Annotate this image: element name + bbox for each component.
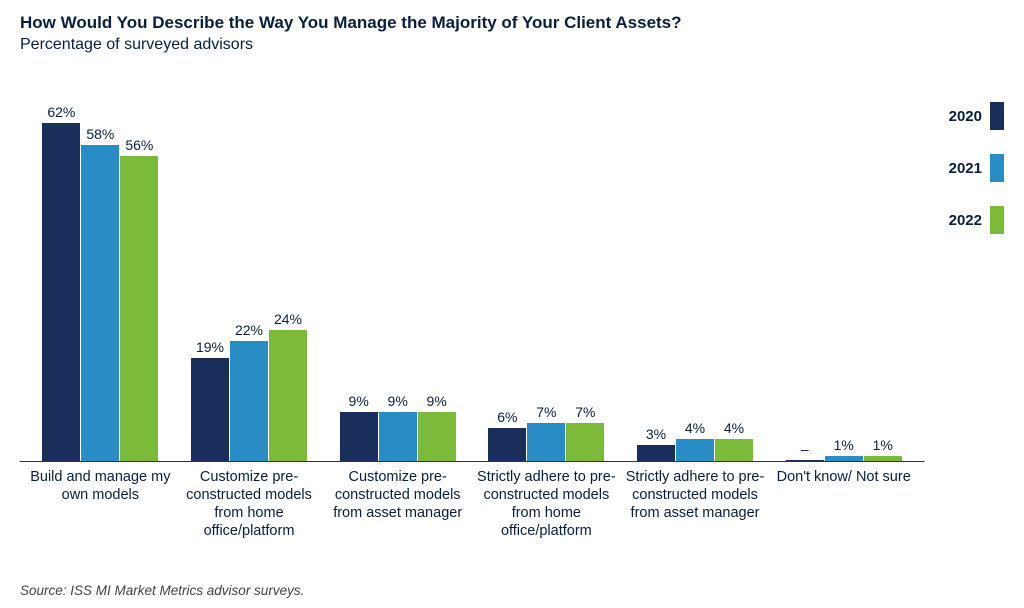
bar-column: 62% — [42, 102, 80, 461]
bar-value-label: 4% — [724, 420, 744, 436]
bar-value-label: 9% — [427, 393, 447, 409]
bar-value-label: 4% — [685, 420, 705, 436]
legend-label: 2021 — [949, 160, 982, 177]
category-label: Don't know/ Not sure — [769, 468, 918, 541]
bar-value-label: – — [801, 441, 809, 457]
bar-group: – 1% 1% — [769, 102, 918, 461]
bar-value-label: 3% — [646, 426, 666, 442]
bar-group: 19% 22% 24% — [175, 102, 324, 461]
legend-item: 2022 — [924, 206, 1004, 234]
bar-group: 3% 4% 4% — [621, 102, 770, 461]
bar-value-label: 1% — [873, 437, 893, 453]
bar — [566, 423, 604, 461]
bar-value-label: 7% — [575, 404, 595, 420]
bar — [488, 428, 526, 461]
category-label: Strictly adhere to pre-constructed model… — [472, 468, 621, 541]
bar — [864, 456, 902, 461]
bar-column: 9% — [418, 102, 456, 461]
source-note: Source: ISS MI Market Metrics advisor su… — [20, 583, 304, 598]
bar — [269, 330, 307, 461]
chart-subtitle: Percentage of surveyed advisors — [20, 36, 1004, 54]
plot-area: 62% 58% 56% 19% 22% 24% 9% 9% 9% 6% 7% 7% 3% 4% 4% – 1% 1… — [20, 102, 924, 462]
bar-column: 7% — [527, 102, 565, 461]
bar — [42, 123, 80, 461]
bar — [786, 460, 824, 461]
bar — [676, 439, 714, 461]
x-axis-labels: Build and manage my own modelsCustomize … — [20, 462, 924, 541]
legend-item: 2020 — [924, 102, 1004, 130]
legend-item: 2021 — [924, 154, 1004, 182]
bar-column: 24% — [269, 102, 307, 461]
category-label: Customize pre-constructed models from as… — [323, 468, 472, 541]
bar — [527, 423, 565, 461]
bar-group: 62% 58% 56% — [26, 102, 175, 461]
bar-value-label: 7% — [536, 404, 556, 420]
bar-column: 1% — [825, 102, 863, 461]
bar-group: 9% 9% 9% — [323, 102, 472, 461]
bar-value-label: 62% — [47, 104, 75, 120]
chart-area: 62% 58% 56% 19% 22% 24% 9% 9% 9% 6% 7% 7% 3% 4% 4% – 1% 1… — [20, 102, 1004, 541]
bar-column: 19% — [191, 102, 229, 461]
bar-value-label: 56% — [125, 137, 153, 153]
bar — [340, 412, 378, 461]
bar — [120, 156, 158, 461]
bar-value-label: 9% — [349, 393, 369, 409]
bar-column: 56% — [120, 102, 158, 461]
bar-column: 58% — [81, 102, 119, 461]
bar-column: 9% — [340, 102, 378, 461]
bar-column: 22% — [230, 102, 268, 461]
legend-label: 2022 — [949, 212, 982, 229]
category-label: Strictly adhere to pre-constructed model… — [621, 468, 770, 541]
bar-value-label: 58% — [86, 126, 114, 142]
legend: 2020 2021 2022 — [924, 102, 1004, 541]
legend-swatch — [990, 154, 1004, 182]
bar — [230, 341, 268, 461]
bar-column: 7% — [566, 102, 604, 461]
chart-title: How Would You Describe the Way You Manag… — [20, 12, 1004, 34]
bar — [637, 445, 675, 461]
bar — [715, 439, 753, 461]
legend-swatch — [990, 206, 1004, 234]
bar-group: 6% 7% 7% — [472, 102, 621, 461]
bar-value-label: 19% — [196, 339, 224, 355]
category-label: Customize pre-constructed models from ho… — [175, 468, 324, 541]
bar-column: 4% — [676, 102, 714, 461]
legend-swatch — [990, 102, 1004, 130]
legend-label: 2020 — [949, 108, 982, 125]
bar-value-label: 22% — [235, 322, 263, 338]
bar-value-label: 6% — [497, 409, 517, 425]
bar-column: 3% — [637, 102, 675, 461]
category-label: Build and manage my own models — [26, 468, 175, 541]
bar — [191, 358, 229, 462]
bar — [81, 145, 119, 461]
bar-column: 9% — [379, 102, 417, 461]
bar — [825, 456, 863, 461]
bar-column: 1% — [864, 102, 902, 461]
bar-column: – — [786, 102, 824, 461]
bar — [418, 412, 456, 461]
bar-value-label: 9% — [388, 393, 408, 409]
bar-column: 4% — [715, 102, 753, 461]
bar-value-label: 24% — [274, 311, 302, 327]
bar-column: 6% — [488, 102, 526, 461]
bar-value-label: 1% — [834, 437, 854, 453]
bar — [379, 412, 417, 461]
